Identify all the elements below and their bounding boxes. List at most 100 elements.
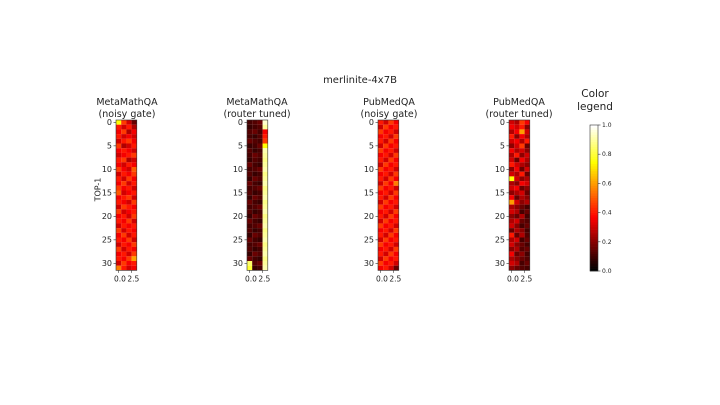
x-tick-label: 2.5 xyxy=(520,274,532,283)
heatmap-cell xyxy=(378,138,384,144)
heatmap-cell xyxy=(116,237,122,243)
heatmap-cell xyxy=(509,204,515,210)
colorbar-tick-label: 0.8 xyxy=(602,151,612,158)
heatmap-cell xyxy=(252,251,258,257)
heatmap-cell xyxy=(524,195,530,200)
heatmap-cell xyxy=(388,256,394,262)
heatmap-cell xyxy=(509,223,515,229)
heatmap-cell xyxy=(126,228,132,233)
heatmap-cell xyxy=(262,256,268,262)
colorbar-segment xyxy=(590,134,598,138)
heatmap-cell xyxy=(524,261,530,266)
colorbar-segment xyxy=(590,188,598,191)
panel-frame xyxy=(115,119,138,271)
heatmap-cell xyxy=(116,242,122,247)
heatmap-cell xyxy=(378,167,384,172)
heatmap-cell xyxy=(524,246,530,252)
heatmap-cell xyxy=(509,209,515,215)
heatmap-cell xyxy=(509,152,515,158)
heatmap-cell xyxy=(252,237,258,243)
heatmap-cell xyxy=(524,232,530,238)
heatmap-cell xyxy=(121,190,127,196)
heatmap-cell xyxy=(378,143,384,149)
colorbar-tick-label: 1.0 xyxy=(602,122,612,129)
heatmap-cell xyxy=(262,195,268,200)
heatmap-cell xyxy=(519,195,525,200)
heatmap-cell xyxy=(393,185,399,191)
heatmap-cell xyxy=(519,223,525,229)
heatmap-cell xyxy=(378,223,384,229)
heatmap-cell xyxy=(121,228,127,233)
heatmap-cell xyxy=(262,232,268,238)
heatmap-cell xyxy=(519,157,525,163)
heatmap-cell xyxy=(126,246,132,252)
heatmap-cell xyxy=(257,251,263,257)
heatmap-cell xyxy=(388,228,394,233)
heatmap-cell xyxy=(388,265,394,271)
heatmap-cell xyxy=(388,120,394,125)
heatmap-cell xyxy=(514,152,520,158)
colorbar-segment xyxy=(590,212,598,216)
heatmap-cell xyxy=(252,261,258,266)
colorbar-segment xyxy=(590,195,598,199)
heatmap-cell xyxy=(116,138,122,144)
heatmap-cell xyxy=(257,246,263,252)
x-tick-label: 2.5 xyxy=(389,274,401,283)
heatmap-cell xyxy=(393,162,399,168)
heatmap-cell xyxy=(378,185,384,191)
colorbar-tick-label: 0.2 xyxy=(602,239,612,246)
heatmap-cell xyxy=(393,120,399,125)
panel-title-2-line1: MetaMathQA xyxy=(226,97,288,108)
heatmap-cell xyxy=(121,185,127,191)
heatmap-cell xyxy=(257,124,263,130)
heatmap-cell xyxy=(388,167,394,172)
heatmap-cell xyxy=(514,261,520,266)
heatmap-cell xyxy=(524,167,530,172)
heatmap-cell xyxy=(262,138,268,144)
y-tick-label: 15 xyxy=(495,189,505,198)
heatmap-cell xyxy=(524,120,530,125)
heatmap-cell xyxy=(121,237,127,243)
heatmap-cell xyxy=(131,251,137,257)
heatmap-cell xyxy=(514,242,520,247)
heatmap-cell xyxy=(519,143,525,149)
heatmap-cell xyxy=(378,218,384,224)
heatmap-cell xyxy=(247,256,253,262)
heatmap-cell xyxy=(262,129,268,135)
heatmap-cell xyxy=(247,162,253,168)
y-tick-label: 10 xyxy=(364,165,374,174)
heatmap-cell xyxy=(514,218,520,224)
heatmap-cell xyxy=(126,143,132,149)
heatmap-cell xyxy=(247,134,253,139)
colorbar-segment xyxy=(590,159,598,162)
heatmap-cell xyxy=(126,214,132,219)
heatmap-cell xyxy=(121,124,127,130)
heatmap-cell xyxy=(247,124,253,130)
heatmap-cell xyxy=(262,148,268,153)
heatmap-cell xyxy=(383,129,389,135)
y-tick-label: 0 xyxy=(238,118,243,127)
heatmap-cell xyxy=(388,171,394,177)
heatmap-cell xyxy=(393,237,399,243)
heatmap-cell xyxy=(252,209,258,215)
heatmap-cell xyxy=(257,214,263,219)
heatmap-cell xyxy=(126,251,132,257)
heatmap-cell xyxy=(247,143,253,149)
heatmap-cell xyxy=(121,138,127,144)
heatmap-cell xyxy=(514,143,520,149)
heatmap-cell xyxy=(247,138,253,144)
y-tick-label: 30 xyxy=(233,259,243,268)
heatmap-cell xyxy=(116,185,122,191)
colorbar-segment xyxy=(590,132,598,136)
heatmap-cell xyxy=(257,228,263,233)
heatmap-cell xyxy=(383,171,389,177)
heatmap-cell xyxy=(524,204,530,210)
heatmap-cell xyxy=(262,190,268,196)
colorbar-segment xyxy=(590,227,598,230)
heatmap-cell xyxy=(247,232,253,238)
heatmap-cell xyxy=(131,237,137,243)
heatmap-cell xyxy=(524,251,530,257)
heatmap-cell xyxy=(126,218,132,224)
x-tick-label: 2.5 xyxy=(127,274,139,283)
heatmap-cell xyxy=(252,256,258,262)
